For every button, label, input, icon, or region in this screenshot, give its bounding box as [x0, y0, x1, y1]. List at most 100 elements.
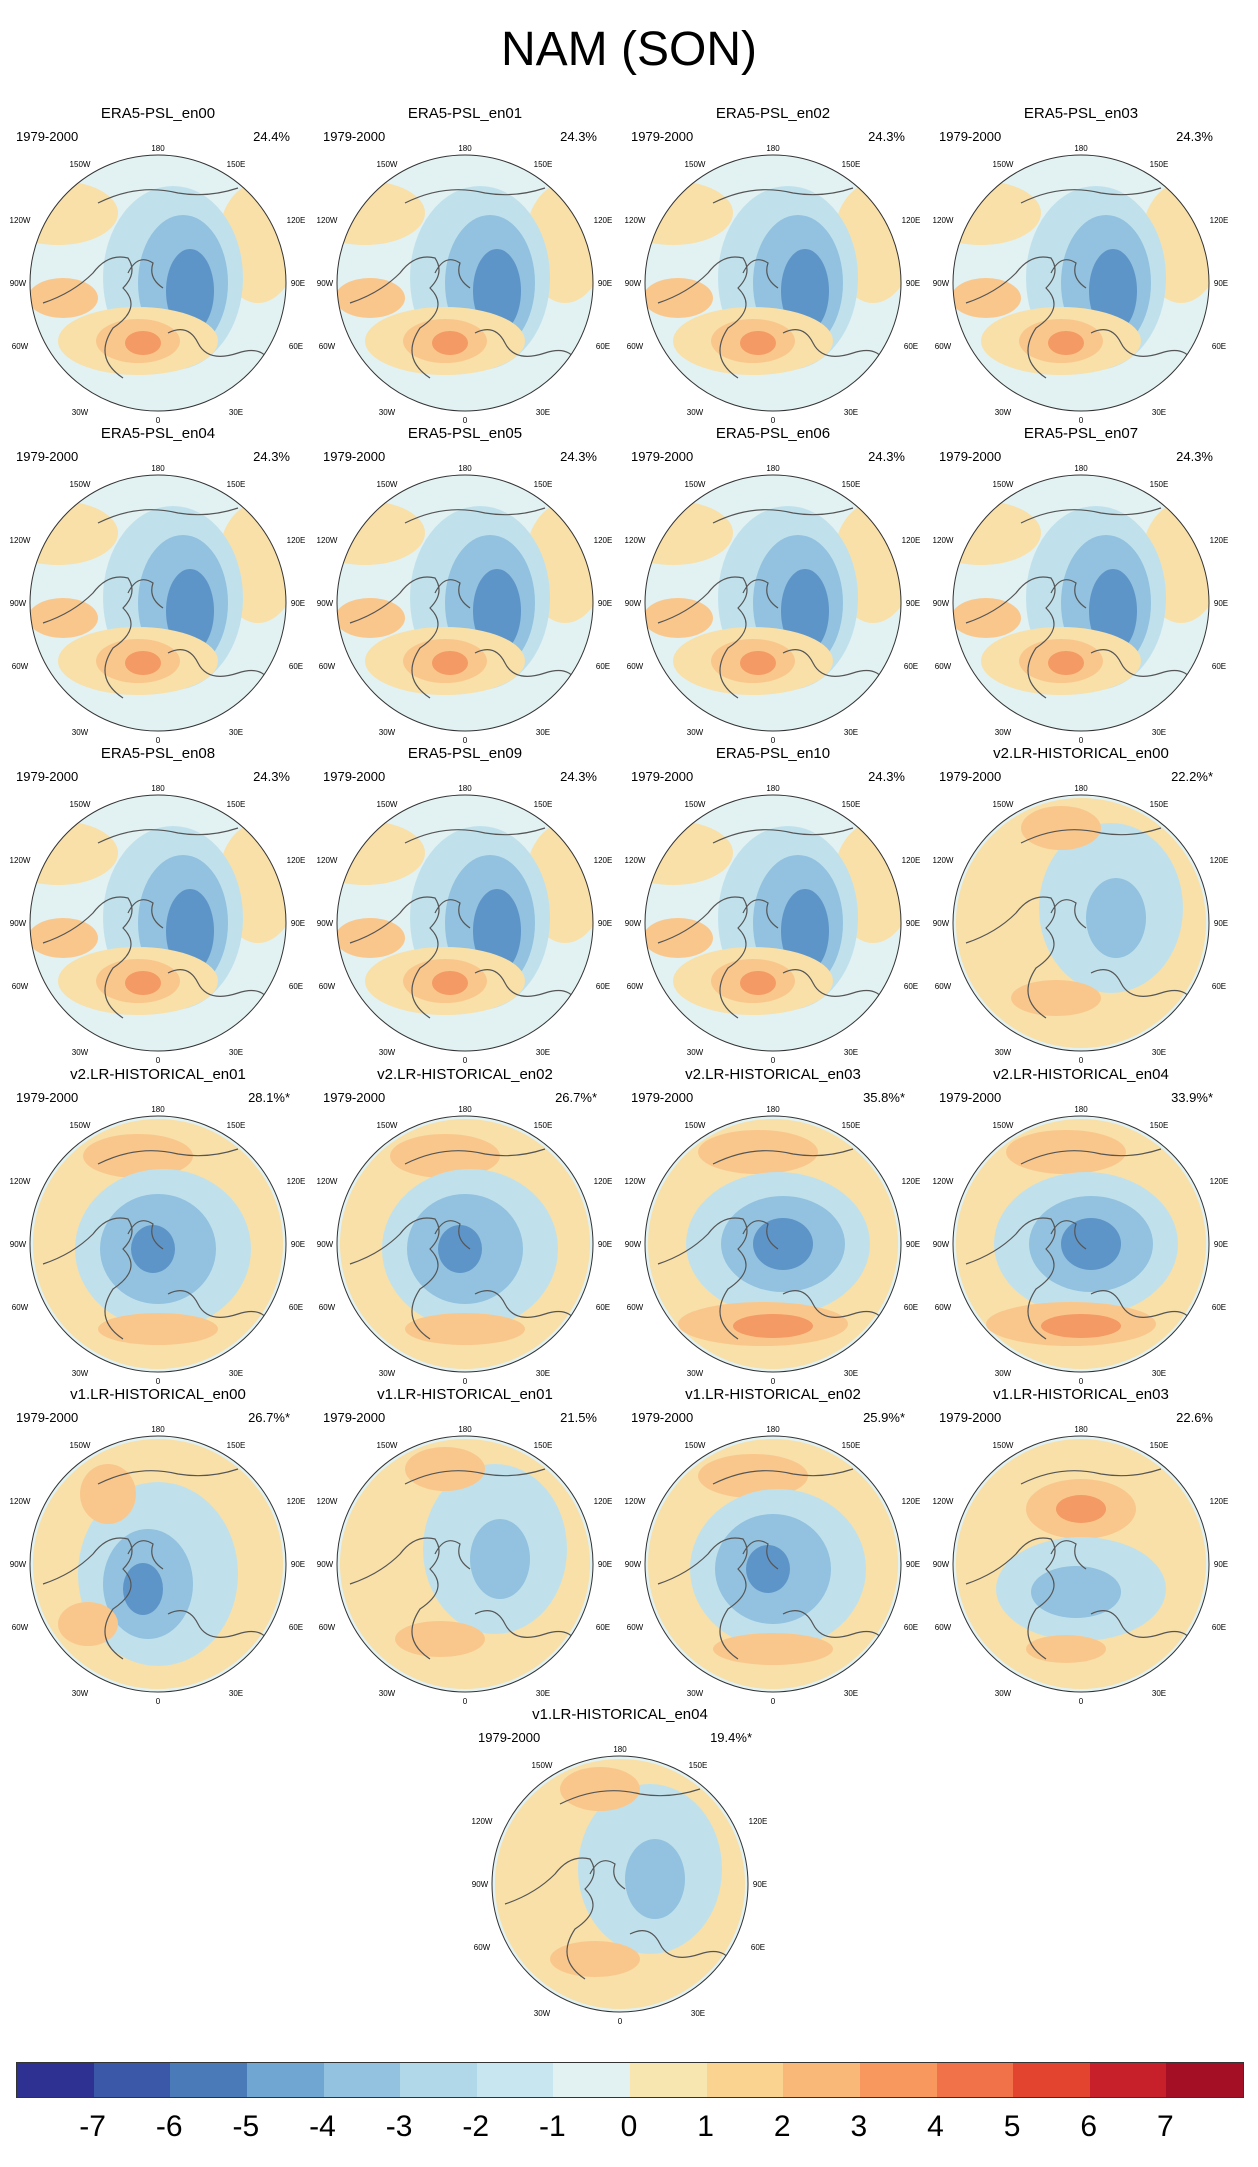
positive-anomaly-contour [1011, 980, 1101, 1016]
longitude-label: 120W [317, 1497, 338, 1506]
longitude-label: 120W [317, 856, 338, 865]
panel-period: 1979-2000 [323, 1410, 386, 1425]
colorbar-segment [1013, 2063, 1090, 2097]
longitude-label: 90W [933, 1560, 950, 1569]
panel-title: v2.LR-HISTORICAL_en00 [993, 745, 1169, 762]
longitude-label: 150W [685, 480, 706, 489]
map-boundary [952, 474, 1210, 732]
longitude-label: 150E [1150, 800, 1169, 809]
longitude-label: 120W [625, 536, 646, 545]
longitude-label: 120W [933, 1497, 954, 1506]
longitude-label: 120W [933, 216, 954, 225]
panel-period: 1979-2000 [16, 1090, 79, 1105]
map-panel: v2.LR-HISTORICAL_en03 1979-2000 35.8%* 180 1… [623, 1066, 923, 1386]
negative-anomaly-contour [438, 1225, 482, 1273]
polar-map: 180 150W 150E 120W 120E 90W 90E 60W 60E 30W 30E 0 [625, 1425, 921, 1706]
coastline [349, 827, 581, 1019]
colorbar-tick-label: 4 [927, 2110, 944, 2143]
longitude-label: 120E [1210, 856, 1229, 865]
longitude-label: 120W [472, 1817, 493, 1826]
longitude-label: 180 [1074, 784, 1088, 793]
longitude-label: 90E [1214, 919, 1228, 928]
longitude-label: 90E [1214, 599, 1228, 608]
longitude-label: 90E [906, 599, 920, 608]
longitude-label: 90W [625, 279, 642, 288]
polar-map: 180 150W 150E 120W 120E 90W 90E 60W 60E 30W 30E 0 [317, 144, 613, 425]
map-boundary [336, 1115, 594, 1373]
longitude-label: 150E [1150, 160, 1169, 169]
colorbar-segment [783, 2063, 860, 2097]
longitude-label: 30E [229, 728, 243, 737]
longitude-label: 120E [594, 536, 613, 545]
longitude-label: 90E [906, 919, 920, 928]
longitude-label: 30W [379, 728, 396, 737]
coastline [965, 507, 1197, 699]
longitude-label: 120W [317, 536, 338, 545]
colorbar-segment [859, 2063, 937, 2097]
longitude-label: 30W [687, 728, 704, 737]
longitude-label: 120E [1210, 216, 1229, 225]
map-boundary [29, 474, 287, 732]
panel-explained-variance: 25.9%* [863, 1410, 905, 1425]
longitude-label: 180 [613, 1745, 627, 1754]
negative-anomaly-contour [1061, 1218, 1121, 1270]
longitude-label: 90E [906, 279, 920, 288]
longitude-label: 120E [287, 1177, 306, 1186]
longitude-label: 120W [10, 856, 31, 865]
panel-title: ERA5-PSL_en10 [715, 745, 831, 762]
longitude-label: 180 [1074, 464, 1088, 473]
longitude-label: 180 [766, 1425, 780, 1434]
longitude-label: 120E [902, 1177, 921, 1186]
longitude-label: 30W [687, 1369, 704, 1378]
colorbar-segment [17, 2063, 94, 2097]
longitude-label: 60E [289, 662, 303, 671]
panel-explained-variance: 24.4% [253, 129, 290, 144]
longitude-label: 150E [534, 480, 553, 489]
panel-title: ERA5-PSL_en04 [100, 425, 216, 442]
longitude-label: 180 [766, 464, 780, 473]
colorbar-labels: -7 -6 -5 -4 -3 -2 -1 0 1 2 3 4 5 6 7 [0, 2110, 1258, 2150]
map-panel: v1.LR-HISTORICAL_en01 1979-2000 21.5% 180 15… [315, 1386, 615, 1706]
panel-explained-variance: 26.7%* [555, 1090, 597, 1105]
panel-explained-variance: 24.3% [868, 129, 905, 144]
panel-explained-variance: 22.6% [1176, 1410, 1213, 1425]
longitude-label: 120W [625, 216, 646, 225]
longitude-label: 150E [689, 1761, 708, 1770]
longitude-label: 150E [842, 800, 861, 809]
map-panel: ERA5-PSL_en01 1979-2000 24.3% 180 150W 150E 12… [315, 105, 615, 425]
longitude-label: 180 [151, 1425, 165, 1434]
longitude-label: 180 [151, 144, 165, 153]
map-boundary [952, 1435, 1210, 1693]
longitude-label: 30E [1152, 408, 1166, 417]
panel-title: v1.LR-HISTORICAL_en00 [70, 1386, 246, 1403]
longitude-label: 30E [1152, 1689, 1166, 1698]
longitude-label: 90W [317, 919, 334, 928]
positive-anomaly-contour [953, 181, 1041, 245]
map-panel: v1.LR-HISTORICAL_en02 1979-2000 25.9%* 180 1… [623, 1386, 923, 1706]
panel-explained-variance: 21.5% [560, 1410, 597, 1425]
polar-map: 180 150W 150E 120W 120E 90W 90E 60W 60E 30W 30E 0 [933, 1105, 1229, 1386]
polar-map: 180 150W 150E 120W 120E 90W 90E 60W 60E 30W 30E 0 [625, 1105, 921, 1386]
longitude-label: 60W [935, 982, 952, 991]
map-panel: v1.LR-HISTORICAL_en03 1979-2000 22.6% 180 15… [931, 1386, 1231, 1706]
longitude-label: 90W [10, 1240, 27, 1249]
longitude-label: 60E [596, 662, 610, 671]
longitude-label: 60E [751, 1943, 765, 1952]
longitude-label: 0 [463, 1056, 468, 1065]
colorbar-tick-label: -4 [309, 2110, 336, 2143]
panel-explained-variance: 22.2%* [1171, 769, 1213, 784]
positive-anomaly-contour [1021, 806, 1101, 850]
longitude-label: 180 [1074, 1425, 1088, 1434]
map-panel: ERA5-PSL_en05 1979-2000 24.3% 180 150W 150E 12… [315, 425, 615, 745]
panel-title: ERA5-PSL_en02 [715, 105, 831, 122]
longitude-label: 30W [687, 1689, 704, 1698]
longitude-label: 90W [933, 919, 950, 928]
coastline [657, 187, 889, 379]
positive-anomaly-contour [432, 331, 468, 355]
polar-map: 180 150W 150E 120W 120E 90W 90E 60W 60E 30W 30E 0 [10, 1105, 306, 1386]
coastline [657, 507, 889, 699]
polar-map: 180 150W 150E 120W 120E 90W 90E 60W 60E 30W 30E 0 [625, 144, 921, 425]
panel-title: ERA5-PSL_en08 [100, 745, 216, 762]
longitude-label: 90E [906, 1240, 920, 1249]
positive-anomaly-contour [432, 651, 468, 675]
